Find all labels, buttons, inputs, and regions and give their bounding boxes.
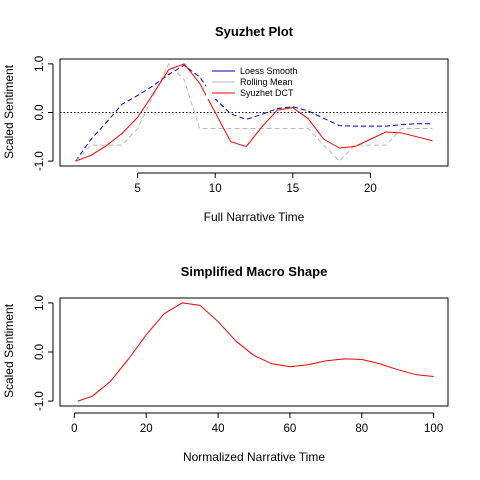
y-axis-label: Scaled Sentiment	[2, 64, 16, 159]
series-line-macro-shape	[77, 302, 434, 402]
plot-area: 5 10 15 20 -1.0 0.0 1.0	[34, 56, 449, 195]
legend-label-rolling-mean: Rolling Mean	[240, 77, 293, 87]
y-tick-label: 1.0	[34, 295, 46, 311]
series-line-loess-smooth	[75, 64, 433, 162]
x-tick-label: 60	[284, 423, 297, 435]
x-tick-label: 100	[424, 423, 443, 435]
plot-frame	[59, 58, 449, 167]
x-tick-label: 20	[140, 423, 153, 435]
x-tick-label: 5	[134, 183, 140, 195]
y-tick-label: 0.0	[34, 344, 46, 360]
legend: Loess Smooth Rolling Mean Syuzhet DCT	[206, 63, 310, 99]
x-tick-label: 80	[355, 423, 368, 435]
simplified-macro-shape-chart: Simplified Macro Shape Normalized Narrat…	[2, 264, 449, 464]
x-tick-label: 15	[286, 183, 299, 195]
x-tick-label: 20	[364, 183, 377, 195]
x-axis-label: Normalized Narrative Time	[183, 450, 325, 464]
y-tick-label: 0.0	[34, 105, 46, 121]
chart-title: Simplified Macro Shape	[181, 264, 328, 279]
series-line-rolling-mean	[75, 63, 433, 162]
x-axis-label: Full Narrative Time	[204, 210, 305, 224]
y-axis-label: Scaled Sentiment	[2, 303, 16, 398]
legend-label-syuzhet-dct: Syuzhet DCT	[240, 88, 294, 98]
plot-area: 0 20 40 60 80 100 -1.0 0.0 1.0	[34, 295, 449, 435]
legend-label-loess-smooth: Loess Smooth	[240, 66, 298, 76]
chart-title: Syuzhet Plot	[215, 24, 294, 39]
y-tick-label: -1.0	[34, 151, 46, 171]
x-tick-label: 10	[209, 183, 222, 195]
y-tick-label: 1.0	[34, 56, 46, 72]
plot-frame	[59, 297, 449, 407]
syuzhet-plot-chart: Syuzhet Plot Full Narrative Time Scaled …	[2, 24, 449, 224]
series-line-syuzhet-dct	[75, 63, 433, 162]
y-tick-label: -1.0	[34, 391, 46, 411]
x-tick-label: 0	[71, 423, 77, 435]
x-tick-label: 40	[212, 423, 225, 435]
